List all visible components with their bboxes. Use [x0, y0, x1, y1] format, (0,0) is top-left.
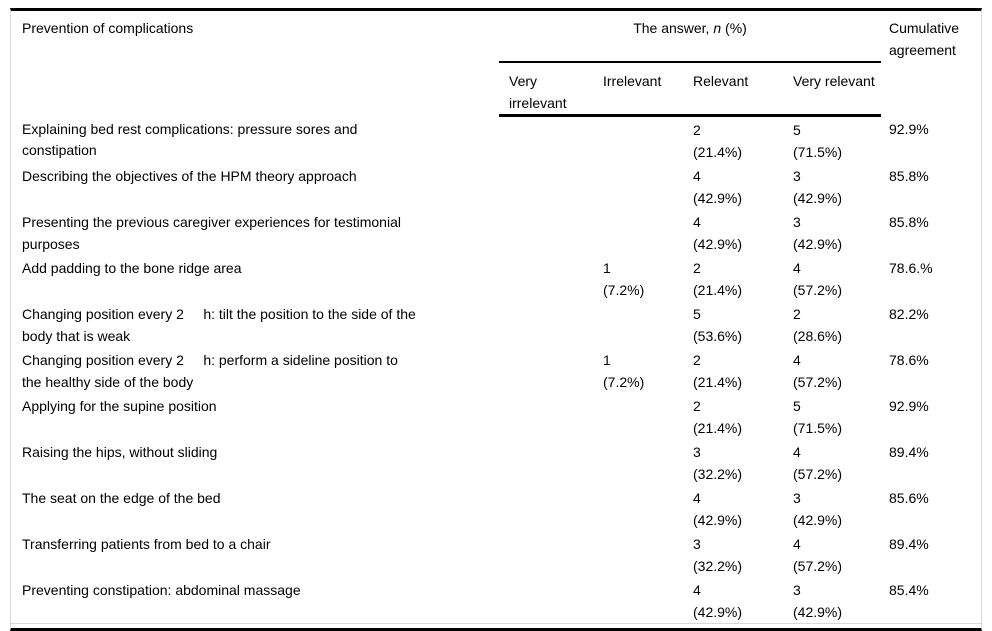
cell-relevant: 4 (42.9%) [693, 168, 743, 206]
row-label: The seat on the edge of the bed [22, 490, 221, 506]
cell-very-irrelevant [499, 163, 593, 209]
row-label: Changing position every 2 h: tilt the po… [22, 306, 416, 344]
answer-group-header-n: n [713, 20, 722, 36]
row-label: Preventing constipation: abdominal massa… [22, 582, 301, 598]
cell-relevant: 3 (32.2%) [693, 536, 743, 574]
cell-irrelevant [593, 163, 683, 209]
cell-very-irrelevant [499, 485, 593, 531]
cell-very-irrelevant [499, 439, 593, 485]
relevance-results-table-container: Prevention of complications The answer, … [10, 8, 982, 631]
answer-group-header: The answer, n (%) [499, 11, 881, 63]
cell-very-irrelevant [499, 255, 593, 301]
table-row: Applying for the supine position 2 (21.4… [11, 393, 981, 439]
table-row: Preventing constipation: abdominal massa… [11, 577, 981, 624]
table-row: Transferring patients from bed to a chai… [11, 531, 981, 577]
row-label: Presenting the previous caregiver experi… [22, 214, 401, 252]
table-row: Describing the objectives of the HPM the… [11, 163, 981, 209]
cell-irrelevant [593, 577, 683, 624]
cell-very-relevant: 4 (57.2%) [793, 352, 843, 390]
cell-cumulative-agreement: 85.8% [889, 168, 929, 184]
cell-very-irrelevant [499, 116, 593, 164]
row-label: Changing position every 2 h: perform a s… [22, 352, 398, 390]
relevance-results-table: Prevention of complications The answer, … [11, 11, 981, 624]
cell-cumulative-agreement: 82.2% [889, 306, 929, 322]
cell-cumulative-agreement: 89.4% [889, 536, 929, 552]
cell-irrelevant [593, 485, 683, 531]
cell-cumulative-agreement: 85.4% [889, 582, 929, 598]
row-label: Add padding to the bone ridge area [22, 260, 242, 276]
cell-cumulative-agreement: 85.8% [889, 214, 929, 230]
cell-very-irrelevant [499, 577, 593, 624]
cell-cumulative-agreement: 78.6.% [889, 260, 933, 276]
cell-very-relevant: 3 (42.9%) [793, 582, 843, 620]
table-row: Add padding to the bone ridge area 1 (7.… [11, 255, 981, 301]
cell-cumulative-agreement: 89.4% [889, 444, 929, 460]
cell-very-relevant: 3 (42.9%) [793, 214, 843, 252]
cell-very-relevant: 4 (57.2%) [793, 444, 843, 482]
cell-relevant: 2 (21.4%) [693, 398, 743, 436]
cell-irrelevant: 1 (7.2%) [603, 352, 645, 390]
cell-very-relevant: 5 (71.5%) [793, 122, 843, 160]
table-row: Changing position every 2 h: tilt the po… [11, 301, 981, 347]
table-header: Prevention of complications The answer, … [11, 11, 981, 117]
cell-relevant: 3 (32.2%) [693, 444, 743, 482]
row-label: Applying for the supine position [22, 398, 217, 414]
cell-very-relevant: 3 (42.9%) [793, 168, 843, 206]
cell-very-relevant: 4 (57.2%) [793, 260, 843, 298]
row-label: Raising the hips, without sliding [22, 444, 218, 460]
row-label: Describing the objectives of the HPM the… [22, 168, 357, 184]
cell-irrelevant: 1 (7.2%) [603, 260, 645, 298]
cell-very-relevant: 5 (71.5%) [793, 398, 843, 436]
cell-very-irrelevant [499, 301, 593, 347]
cell-very-irrelevant [499, 347, 593, 393]
cell-relevant: 4 (42.9%) [693, 214, 743, 252]
table-row: Raising the hips, without sliding 3 (32.… [11, 439, 981, 485]
cell-irrelevant [593, 393, 683, 439]
cell-relevant: 4 (42.9%) [693, 582, 743, 620]
cell-very-relevant: 2 (28.6%) [793, 306, 843, 344]
cell-very-relevant: 4 (57.2%) [793, 536, 843, 574]
cell-relevant: 2 (21.4%) [693, 122, 743, 160]
column-header-cumulative-agreement: Cumulative agreement [889, 20, 960, 58]
cell-irrelevant [593, 439, 683, 485]
cell-irrelevant [593, 116, 683, 164]
column-header-prevention-of-complications: Prevention of complications [22, 20, 194, 36]
cell-cumulative-agreement: 92.9% [889, 120, 929, 137]
cell-very-irrelevant [499, 531, 593, 577]
cell-relevant: 2 (21.4%) [693, 260, 743, 298]
table-row: The seat on the edge of the bed 4 (42.9%… [11, 485, 981, 531]
cell-relevant: 2 (21.4%) [693, 352, 743, 390]
cell-cumulative-agreement: 92.9% [889, 398, 929, 414]
row-label: Explaining bed rest complications: press… [22, 120, 358, 159]
table-body: Explaining bed rest complications: press… [11, 116, 981, 624]
cell-irrelevant [593, 209, 683, 255]
row-label: Transferring patients from bed to a chai… [22, 536, 271, 552]
cell-relevant: 5 (53.6%) [693, 306, 743, 344]
cell-cumulative-agreement: 78.6% [889, 352, 929, 368]
column-header-relevant: Relevant [683, 62, 783, 117]
answer-group-header-prefix: The answer, [633, 20, 714, 36]
table-row: Explaining bed rest complications: press… [11, 116, 981, 164]
column-header-irrelevant: Irrelevant [593, 62, 683, 117]
cell-very-relevant: 3 (42.9%) [793, 490, 843, 528]
table-row: Presenting the previous caregiver experi… [11, 209, 981, 255]
cell-cumulative-agreement: 85.6% [889, 490, 929, 506]
cell-very-irrelevant [499, 209, 593, 255]
table-row: Changing position every 2 h: perform a s… [11, 347, 981, 393]
column-header-very-relevant: Very relevant [783, 62, 881, 117]
column-header-very-irrelevant: Very irrelevant [499, 62, 593, 117]
cell-relevant: 4 (42.9%) [693, 490, 743, 528]
cell-irrelevant [593, 301, 683, 347]
cell-irrelevant [593, 531, 683, 577]
answer-group-header-suffix: (%) [721, 20, 747, 36]
cell-very-irrelevant [499, 393, 593, 439]
